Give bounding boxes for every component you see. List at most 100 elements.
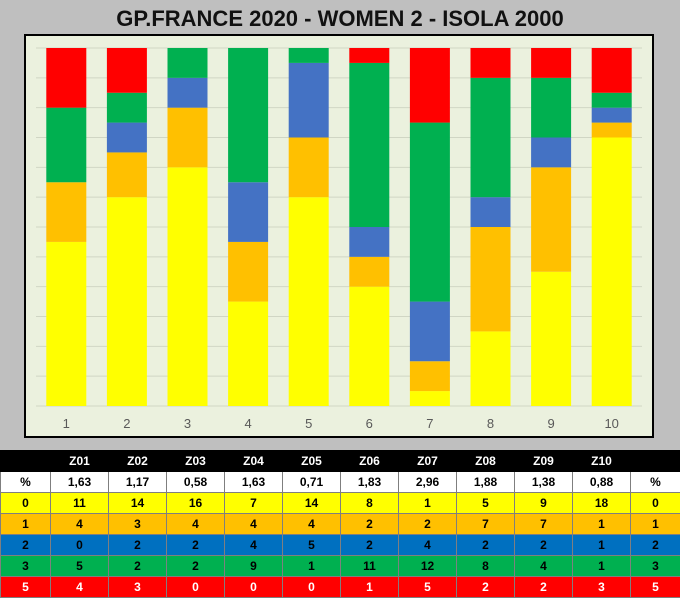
value-cell: 9: [515, 493, 573, 514]
value-cell: 5: [457, 493, 515, 514]
bar-segment-level-5-cat-7: [410, 48, 450, 123]
bar-segment-level-2-cat-8: [471, 197, 511, 227]
x-tick-label: 1: [63, 416, 70, 431]
value-cell: 1: [573, 514, 631, 535]
x-tick-label: 9: [547, 416, 554, 431]
bar-segment-level-2-cat-5: [289, 63, 329, 138]
value-cell: 7: [515, 514, 573, 535]
bar-segment-level-2-cat-3: [168, 78, 208, 108]
value-cell: 5: [283, 535, 341, 556]
x-tick-label: 10: [604, 416, 618, 431]
value-cell: 9: [225, 556, 283, 577]
bar-segment-level-3-cat-8: [471, 78, 511, 197]
value-cell: 16: [167, 493, 225, 514]
bar-segment-level-1-cat-7: [410, 361, 450, 391]
value-cell: 4: [51, 577, 109, 598]
row-end-label: 1: [631, 514, 680, 535]
bar-segment-level-1-cat-4: [228, 242, 268, 302]
header-cell: Z10: [573, 451, 631, 472]
bar-segment-level-0-cat-4: [228, 302, 268, 406]
bar-segment-level-2-cat-6: [349, 227, 389, 257]
value-cell: 14: [283, 493, 341, 514]
value-cell: 0: [167, 577, 225, 598]
row-label: 5: [1, 577, 51, 598]
bar-segment-level-3-cat-7: [410, 123, 450, 302]
x-tick-label: 2: [123, 416, 130, 431]
bar-segment-level-0-cat-3: [168, 167, 208, 406]
value-cell: 2: [167, 535, 225, 556]
header-cell: Z06: [341, 451, 399, 472]
x-tick-label: 6: [366, 416, 373, 431]
value-cell: 7: [225, 493, 283, 514]
x-tick-label: 7: [426, 416, 433, 431]
header-cell: Z05: [283, 451, 341, 472]
row-end-label: 5: [631, 577, 680, 598]
bar-segment-level-0-cat-1: [46, 242, 86, 406]
x-tick-label: 8: [487, 416, 494, 431]
value-cell: 0: [225, 577, 283, 598]
value-cell: 12: [399, 556, 457, 577]
row-end-label: 0: [631, 493, 680, 514]
bar-segment-level-2-cat-7: [410, 302, 450, 362]
value-cell: 5: [51, 556, 109, 577]
bar-segment-level-5-cat-10: [592, 48, 632, 93]
value-cell: 14: [109, 493, 167, 514]
header-cell: [1, 451, 51, 472]
bar-segment-level-1-cat-8: [471, 227, 511, 331]
row-label: 0: [1, 493, 51, 514]
bar-segment-level-3-cat-9: [531, 78, 571, 138]
bar-segment-level-0-cat-6: [349, 287, 389, 406]
value-cell: 8: [341, 493, 399, 514]
row-label: %: [1, 472, 51, 493]
value-cell: 2: [341, 535, 399, 556]
bar-segment-level-1-cat-5: [289, 138, 329, 198]
value-cell: 0: [51, 535, 109, 556]
value-cell: 1: [341, 577, 399, 598]
header-cell: Z02: [109, 451, 167, 472]
value-cell: 8: [457, 556, 515, 577]
x-tick-label: 3: [184, 416, 191, 431]
value-cell: 4: [515, 556, 573, 577]
row-end-label: 3: [631, 556, 680, 577]
percent-cell: 1,63: [51, 472, 109, 493]
value-cell: 7: [457, 514, 515, 535]
value-cell: 2: [109, 535, 167, 556]
header-cell: Z01: [51, 451, 109, 472]
bar-segment-level-5-cat-2: [107, 48, 147, 93]
bar-segment-level-5-cat-8: [471, 48, 511, 78]
header-cell: Z07: [399, 451, 457, 472]
value-cell: 3: [109, 514, 167, 535]
bar-segment-level-0-cat-8: [471, 331, 511, 406]
value-cell: 1: [399, 493, 457, 514]
value-cell: 3: [573, 577, 631, 598]
bar-segment-level-5-cat-9: [531, 48, 571, 78]
percent-cell: 1,17: [109, 472, 167, 493]
value-cell: 2: [399, 514, 457, 535]
value-cell: 11: [51, 493, 109, 514]
chart-title: GP.FRANCE 2020 - WOMEN 2 - ISOLA 2000: [0, 4, 680, 34]
value-cell: 1: [283, 556, 341, 577]
value-cell: 4: [283, 514, 341, 535]
value-cell: 2: [167, 556, 225, 577]
header-cell: Z04: [225, 451, 283, 472]
bar-segment-level-0-cat-7: [410, 391, 450, 406]
bar-segment-level-1-cat-2: [107, 152, 147, 197]
value-cell: 4: [167, 514, 225, 535]
bar-segment-level-1-cat-3: [168, 108, 208, 168]
percent-cell: 0,58: [167, 472, 225, 493]
bar-segment-level-3-cat-2: [107, 93, 147, 123]
bar-segment-level-2-cat-2: [107, 123, 147, 153]
row-end-label: 2: [631, 535, 680, 556]
bar-segment-level-3-cat-6: [349, 63, 389, 227]
value-cell: 0: [283, 577, 341, 598]
value-cell: 2: [457, 577, 515, 598]
